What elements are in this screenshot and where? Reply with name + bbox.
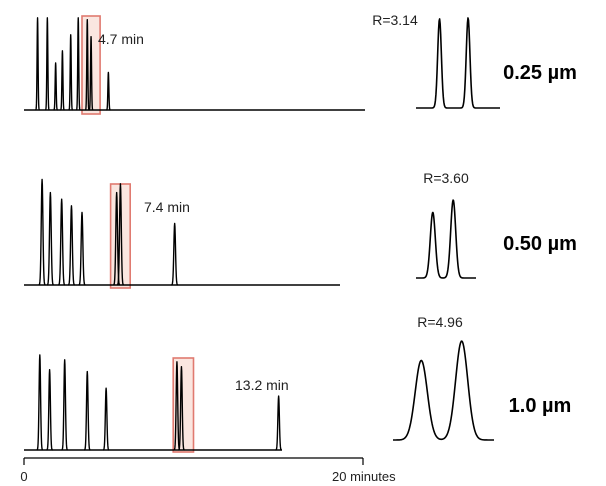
panel-1-film-thickness-label: 0.50 µm	[503, 233, 577, 255]
panel-0-resolution-label: R=3.14	[372, 12, 418, 28]
panel-0-peak-7	[88, 35, 94, 111]
panel-1-peak-7	[170, 222, 179, 286]
panel-2-peak-4	[102, 387, 110, 451]
panel-2-peak-2	[61, 359, 69, 451]
panel-2-peak-6	[177, 366, 185, 451]
panel-0-resolution-peaks	[415, 17, 501, 109]
panel-2-resolution-label: R=4.96	[417, 314, 463, 330]
panel-2-peak-0	[36, 354, 44, 451]
panel-1-peak-1	[46, 191, 55, 286]
panel-0-film-thickness-label: 0.25 µm	[503, 62, 577, 84]
time-axis: 0 20 minutes	[20, 457, 396, 484]
panel-1-peak-0	[38, 178, 46, 286]
panel-1-peak-2	[57, 198, 66, 286]
panel-0-peak-2	[53, 62, 59, 111]
panel-1-peak-3	[67, 205, 76, 286]
panel-2-peak-7	[275, 395, 283, 451]
panel-1-peak-4	[78, 211, 86, 286]
panel-0-peak-3	[59, 50, 65, 111]
panel-1-resolution-peaks	[415, 199, 477, 279]
panel-1-time-label: 7.4 min	[144, 199, 190, 215]
panel-2-peak-3	[83, 370, 91, 451]
panel-2	[24, 340, 495, 453]
panel-0-peak-6	[84, 19, 90, 111]
time-axis-label-start: 0	[20, 469, 27, 484]
time-axis-label-end: 20 minutes	[332, 469, 396, 484]
panel-0-peak-5	[75, 17, 81, 111]
panel-2-time-label: 13.2 min	[235, 377, 289, 393]
panel-0-peak-0	[35, 17, 41, 111]
panel-0-peak-8	[105, 71, 111, 111]
panel-0-peak-4	[68, 34, 74, 111]
panel-0-time-label: 4.7 min	[98, 31, 144, 47]
panel-1	[24, 178, 477, 289]
chromatogram-rows	[24, 15, 501, 453]
panel-0	[24, 15, 501, 115]
panel-1-peak-6	[116, 183, 125, 286]
panel-2-resolution-peaks	[392, 340, 495, 441]
panel-2-film-thickness-label: 1.0 µm	[509, 395, 572, 417]
panel-0-peak-1	[44, 17, 50, 111]
panel-2-peak-1	[46, 368, 54, 451]
panel-1-resolution-label: R=3.60	[423, 170, 469, 186]
